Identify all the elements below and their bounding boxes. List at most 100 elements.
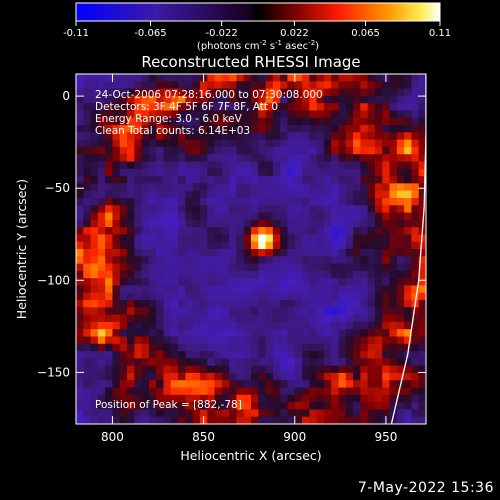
heatmap-cell <box>280 307 288 316</box>
heatmap-cell <box>170 256 179 264</box>
heatmap-cell <box>243 336 252 345</box>
heatmap-cell <box>280 146 288 155</box>
heatmap-cell <box>127 168 135 177</box>
heatmap-cell <box>418 249 426 257</box>
heatmap-cell <box>134 241 143 250</box>
heatmap-cell <box>382 358 390 367</box>
heatmap-cell <box>251 270 259 279</box>
heatmap-cell <box>404 300 412 308</box>
heatmap-cell <box>178 263 186 272</box>
heatmap-cell <box>207 270 215 279</box>
heatmap-cell <box>323 351 332 359</box>
heatmap-cell <box>389 336 398 345</box>
heatmap-cell <box>360 409 369 418</box>
heatmap-cell <box>221 154 230 162</box>
heatmap-cell <box>367 409 376 418</box>
heatmap-cell <box>156 307 164 316</box>
heatmap-cell <box>280 249 288 257</box>
heatmap-cell <box>112 81 121 89</box>
heatmap-cell <box>185 103 194 111</box>
heatmap-cell <box>119 387 128 396</box>
heatmap-cell <box>178 351 186 359</box>
heatmap-cell <box>163 387 172 396</box>
heatmap-cell <box>207 241 215 250</box>
heatmap-cell <box>272 365 281 374</box>
heatmap-cell <box>236 110 245 119</box>
heatmap-cell <box>309 358 318 367</box>
heatmap-cell <box>345 146 354 155</box>
heatmap-cell <box>236 176 245 184</box>
heatmap-cell <box>316 372 325 381</box>
heatmap-cell <box>199 278 208 286</box>
heatmap-cell <box>163 365 172 374</box>
heatmap-cell <box>221 212 230 221</box>
heatmap-cell <box>411 154 420 162</box>
heatmap-cell <box>163 351 172 359</box>
heatmap-cell <box>192 285 201 294</box>
heatmap-cell <box>360 402 369 410</box>
heatmap-cell <box>323 249 332 257</box>
heatmap-cell <box>396 270 405 279</box>
heatmap-cell <box>382 343 390 352</box>
heatmap-cell <box>119 307 128 316</box>
heatmap-cell <box>119 212 128 221</box>
heatmap-cell <box>265 154 274 162</box>
heatmap-cell <box>258 387 266 396</box>
heatmap-cell <box>185 139 194 148</box>
heatmap-cell <box>338 285 347 294</box>
heatmap-cell <box>389 139 398 148</box>
heatmap-cell <box>294 74 303 82</box>
heatmap-cell <box>258 110 266 119</box>
heatmap-cell <box>105 321 113 330</box>
heatmap-cell <box>199 402 208 410</box>
heatmap-cell <box>97 402 106 410</box>
heatmap-cell <box>90 190 99 199</box>
heatmap-cell <box>90 285 99 294</box>
heatmap-cell <box>185 343 194 352</box>
heatmap-cell <box>163 329 172 337</box>
heatmap-cell <box>396 227 405 235</box>
heatmap-cell <box>192 74 201 82</box>
heatmap-cell <box>418 212 426 221</box>
heatmap-cell <box>163 380 172 388</box>
heatmap-cell <box>90 205 99 213</box>
heatmap-cell <box>382 176 390 184</box>
heatmap-cell <box>141 394 150 403</box>
heatmap-cell <box>127 387 135 396</box>
heatmap-cell <box>207 190 215 199</box>
heatmap-cell <box>119 402 128 410</box>
heatmap-cell <box>199 227 208 235</box>
heatmap-cell <box>236 416 245 424</box>
heatmap-cell <box>272 336 281 345</box>
heatmap-cell <box>316 249 325 257</box>
heatmap-cell <box>156 103 164 111</box>
heatmap-cell <box>83 343 91 352</box>
heatmap-cell <box>192 329 201 337</box>
heatmap-cell <box>163 292 172 301</box>
heatmap-cell <box>199 95 208 104</box>
heatmap-cell <box>243 190 252 199</box>
heatmap-cell <box>185 183 194 192</box>
heatmap-cell <box>243 117 252 126</box>
heatmap-cell <box>404 409 412 418</box>
heatmap-cell <box>374 270 383 279</box>
heatmap-cell <box>418 168 426 177</box>
heatmap-cell <box>280 125 288 133</box>
heatmap-cell <box>323 380 332 388</box>
heatmap-cell <box>411 74 420 82</box>
heatmap-cell <box>280 329 288 337</box>
heatmap-cell <box>389 329 398 337</box>
heatmap-cell <box>367 139 376 148</box>
heatmap-cell <box>127 227 135 235</box>
heatmap-cell <box>112 314 121 323</box>
heatmap-cell <box>411 285 420 294</box>
heatmap-cell <box>280 351 288 359</box>
heatmap-cell <box>396 95 405 104</box>
heatmap-cell <box>280 110 288 119</box>
heatmap-cell <box>272 88 281 97</box>
heatmap-cell <box>236 307 245 316</box>
heatmap-cell <box>265 409 274 418</box>
heatmap-cell <box>112 103 121 111</box>
heatmap-cell <box>309 168 318 177</box>
heatmap-cell <box>229 95 237 104</box>
